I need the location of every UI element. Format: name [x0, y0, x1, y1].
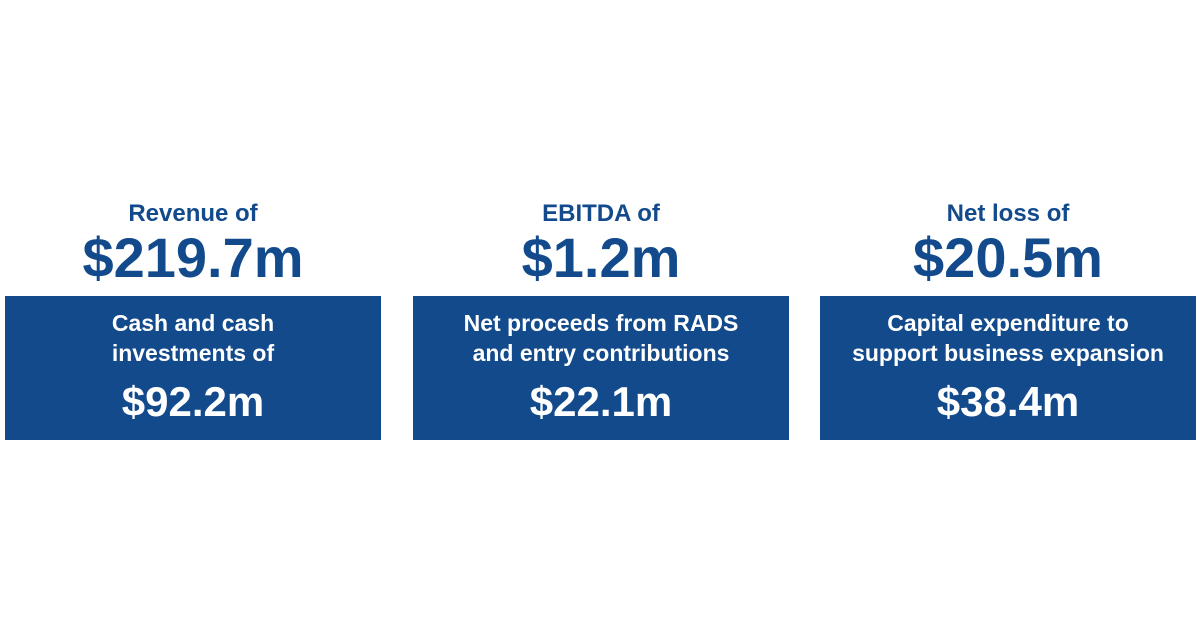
metric-box-cash: Cash and cash investments of $92.2m [5, 296, 381, 440]
box-label-line2: investments of [111, 340, 275, 366]
headline-value: $20.5m [913, 226, 1103, 289]
box-value: $92.2m [121, 378, 265, 425]
metric-column-ebitda: EBITDA of $1.2m Net proceeds from RADS a… [413, 0, 789, 628]
box-label: Net proceeds from RADS and entry contrib… [413, 308, 789, 368]
box-label-line1: Capital expenditure to [887, 310, 1129, 336]
box-label-line2: and entry contributions [472, 340, 730, 366]
headline-value: $1.2m [521, 226, 681, 289]
box-label: Capital expenditure to support business … [820, 308, 1196, 368]
headline-value: $219.7m [82, 226, 304, 289]
box-label-line2: support business expansion [852, 340, 1164, 366]
box-value: $38.4m [936, 378, 1080, 425]
box-value: $22.1m [529, 378, 673, 425]
metric-box-rads: Net proceeds from RADS and entry contrib… [413, 296, 789, 440]
metric-box-capex: Capital expenditure to support business … [820, 296, 1196, 440]
box-label-line1: Net proceeds from RADS [463, 310, 739, 336]
headline-label: EBITDA of [542, 200, 660, 227]
metric-column-revenue: Revenue of $219.7m Cash and cash investm… [5, 0, 381, 628]
metric-column-net-loss: Net loss of $20.5m Capital expenditure t… [820, 0, 1196, 628]
box-label: Cash and cash investments of [5, 308, 381, 368]
headline-label: Revenue of [128, 200, 258, 227]
headline-label: Net loss of [946, 200, 1070, 227]
box-label-line1: Cash and cash [111, 310, 275, 336]
